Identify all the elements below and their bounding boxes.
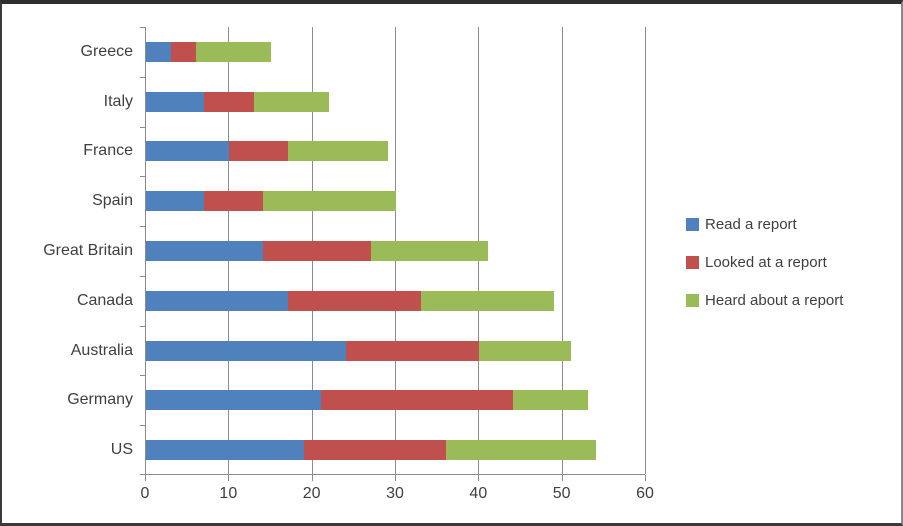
bar-segment-heard-about-a-report	[445, 440, 596, 461]
x-tick-mark-40	[478, 475, 480, 481]
plot-area	[140, 27, 646, 481]
legend-label: Read a report	[705, 216, 797, 233]
bar-segment-read-a-report	[146, 241, 263, 261]
y-tick-mark	[140, 226, 146, 227]
bar-segment-read-a-report	[146, 290, 288, 311]
bar-segment-looked-at-a-report	[204, 191, 263, 212]
bar-row-australia	[146, 340, 571, 361]
legend-swatch-icon	[686, 256, 699, 269]
y-tick-mark	[140, 326, 146, 327]
x-tick-label-40: 40	[469, 485, 488, 502]
legend-swatch-icon	[686, 294, 699, 307]
y-tick-mark	[140, 474, 146, 475]
bar-segment-looked-at-a-report	[346, 340, 480, 361]
bar-segment-read-a-report	[146, 41, 171, 62]
category-label-canada: Canada	[76, 291, 133, 309]
x-tick-mark-60	[645, 475, 646, 481]
legend-item-heard-about-a-report: Heard about a report	[686, 292, 843, 309]
y-tick-mark	[140, 425, 146, 426]
bar-segment-read-a-report	[146, 340, 346, 361]
bar-segment-looked-at-a-report	[321, 390, 513, 411]
bar-row-canada	[146, 290, 555, 311]
category-label-greece: Greece	[80, 42, 133, 60]
bar-segment-looked-at-a-report	[204, 91, 255, 112]
x-tick-label-50: 50	[552, 485, 571, 502]
x-tick-label-20: 20	[302, 485, 321, 502]
bar-segment-looked-at-a-report	[229, 141, 288, 162]
y-tick-mark	[140, 176, 146, 177]
bar-row-spain	[146, 191, 396, 212]
bar-segment-heard-about-a-report	[262, 191, 396, 212]
y-tick-mark	[140, 127, 146, 128]
category-label-spain: Spain	[92, 192, 133, 210]
category-label-germany: Germany	[67, 391, 133, 409]
bar-segment-heard-about-a-report	[196, 41, 271, 62]
x-tick-mark-20	[311, 475, 313, 481]
y-tick-mark	[140, 27, 146, 28]
x-tick-label-0: 0	[140, 485, 150, 502]
bar-segment-read-a-report	[146, 191, 205, 212]
bar-segment-read-a-report	[146, 440, 305, 461]
bar-segment-heard-about-a-report	[370, 241, 488, 261]
category-label-great-britain: Great Britain	[43, 242, 133, 259]
category-label-italy: Italy	[103, 92, 133, 110]
legend-label: Looked at a report	[705, 254, 827, 271]
bar-segment-looked-at-a-report	[304, 440, 446, 461]
y-tick-mark	[140, 77, 146, 78]
bar-segment-heard-about-a-report	[420, 290, 555, 311]
legend-item-read-a-report: Read a report	[686, 216, 843, 233]
category-label-australia: Australia	[70, 341, 133, 359]
x-tick-label-10: 10	[219, 485, 238, 502]
x-tick-label-60: 60	[636, 485, 654, 502]
bar-row-us	[146, 440, 596, 461]
bar-segment-read-a-report	[146, 390, 321, 411]
x-tick-mark-10	[228, 475, 230, 481]
gridline-60	[645, 27, 646, 474]
y-tick-mark	[140, 375, 146, 376]
legend-label: Heard about a report	[705, 292, 844, 309]
category-label-us: US	[110, 441, 133, 459]
category-label-france: France	[83, 142, 133, 160]
x-tick-mark-0	[145, 475, 146, 481]
bar-row-greece	[146, 41, 271, 62]
x-tick-mark-30	[395, 475, 396, 481]
bar-segment-heard-about-a-report	[512, 390, 588, 411]
gridline-50	[561, 27, 563, 474]
bar-segment-heard-about-a-report	[479, 340, 571, 361]
legend-item-looked-at-a-report: Looked at a report	[686, 254, 843, 271]
bar-segment-looked-at-a-report	[287, 290, 421, 311]
legend-swatch-icon	[686, 218, 699, 231]
bar-segment-read-a-report	[146, 141, 230, 162]
bar-segment-heard-about-a-report	[287, 141, 388, 162]
bar-segment-heard-about-a-report	[254, 91, 330, 112]
legend: Read a report Looked at a report Heard abo…	[686, 216, 843, 309]
x-tick-label-30: 30	[386, 485, 404, 502]
bar-row-germany	[146, 390, 588, 411]
bar-segment-read-a-report	[146, 91, 205, 112]
bar-row-france	[146, 141, 388, 162]
bar-row-great-britain	[146, 241, 488, 261]
bar-row-italy	[146, 91, 330, 112]
bar-segment-looked-at-a-report	[262, 241, 371, 261]
bar-segment-looked-at-a-report	[171, 41, 196, 62]
x-tick-mark-50	[561, 475, 563, 481]
y-tick-mark	[140, 276, 146, 277]
